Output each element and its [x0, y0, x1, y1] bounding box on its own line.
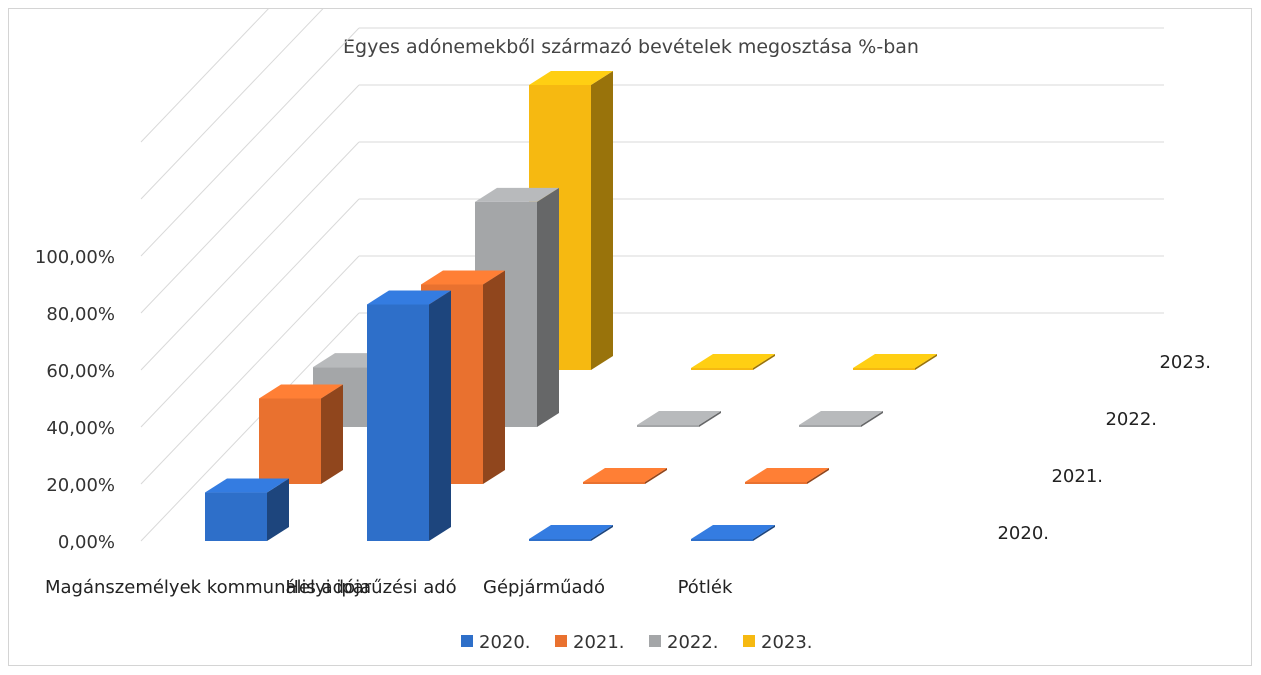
- category-label: Gépjárműadó: [483, 577, 605, 598]
- gridline-side: [140, 9, 269, 143]
- bar-front: [799, 425, 861, 427]
- bar-side: [483, 270, 505, 484]
- legend-swatch: [555, 635, 567, 647]
- bar-side: [267, 478, 289, 541]
- gridline-side: [140, 27, 360, 257]
- bar-top: [637, 411, 721, 425]
- bar-front: [745, 482, 807, 484]
- legend-item: 2022.: [649, 632, 719, 653]
- bar-front: [691, 368, 753, 370]
- y-tick-label: 40,00%: [46, 418, 115, 439]
- bar-front: [367, 304, 429, 541]
- bar-top: [529, 71, 613, 85]
- bar-top: [367, 290, 451, 305]
- legend-swatch: [461, 635, 473, 647]
- chart-title: Egyes adónemekből származó bevételek meg…: [343, 36, 919, 58]
- bar-side: [591, 71, 613, 370]
- bar-side: [753, 525, 775, 541]
- bar: [691, 354, 775, 370]
- bar: [853, 354, 937, 370]
- bar-top: [529, 525, 613, 539]
- depth-axis-labels: 2020. 2021. 2022. 2023.: [997, 352, 1211, 544]
- bar: [259, 384, 343, 484]
- bar-front: [853, 368, 915, 370]
- bar-top: [421, 270, 505, 285]
- bar-top: [691, 354, 775, 368]
- bar-side: [915, 354, 937, 370]
- depth-label: 2021.: [1051, 466, 1103, 487]
- chart-svg: Egyes adónemekből származó bevételek meg…: [35, 9, 1211, 653]
- legend-label: 2023.: [761, 632, 813, 653]
- bar: [799, 411, 883, 427]
- bar-front: [583, 482, 645, 484]
- bar-top: [475, 187, 559, 202]
- bar-front: [205, 492, 267, 541]
- legend-item: 2020.: [461, 632, 531, 653]
- depth-label: 2023.: [1159, 352, 1211, 373]
- gridline-side: [140, 255, 360, 485]
- bars: [205, 71, 937, 541]
- bar-side: [699, 411, 721, 427]
- legend-swatch: [649, 635, 661, 647]
- bar-top: [691, 525, 775, 539]
- bar-side: [591, 525, 613, 541]
- bar-side: [429, 290, 451, 541]
- legend-label: 2021.: [573, 632, 625, 653]
- bar-side: [537, 187, 559, 427]
- legend-item: 2021.: [555, 632, 625, 653]
- bar: [637, 411, 721, 427]
- depth-label: 2020.: [997, 523, 1049, 544]
- bar-side: [807, 468, 829, 484]
- bar-side: [861, 411, 883, 427]
- y-axis-ticks: 0,00% 20,00% 40,00% 60,00% 80,00% 100,00%: [35, 247, 115, 553]
- y-tick-label: 100,00%: [35, 247, 115, 268]
- bar: [529, 525, 613, 541]
- bar-top: [745, 468, 829, 482]
- bar: [205, 478, 289, 541]
- legend-label: 2020.: [479, 632, 531, 653]
- bar: [367, 290, 451, 541]
- bar: [583, 468, 667, 484]
- bar-front: [259, 398, 321, 484]
- chart-frame: Egyes adónemekből származó bevételek meg…: [8, 8, 1252, 666]
- y-tick-label: 0,00%: [58, 532, 115, 553]
- gridline-side: [140, 312, 360, 542]
- category-label: Magánszemélyek kommunális adója: [45, 577, 371, 598]
- category-label: Pótlék: [678, 577, 733, 598]
- y-tick-label: 80,00%: [46, 304, 115, 325]
- bar: [691, 525, 775, 541]
- gridline-side: [140, 141, 360, 371]
- bar-top: [799, 411, 883, 425]
- legend-label: 2022.: [667, 632, 719, 653]
- bar-front: [691, 539, 753, 541]
- bar-top: [259, 384, 343, 399]
- y-tick-label: 60,00%: [46, 361, 115, 382]
- gridline-side: [140, 84, 360, 314]
- bar-top: [853, 354, 937, 368]
- bar: [745, 468, 829, 484]
- legend: 2020. 2021. 2022. 2023.: [461, 632, 813, 653]
- bar-front: [637, 425, 699, 427]
- gridline-side: [140, 198, 360, 428]
- bar-front: [529, 539, 591, 541]
- legend-item: 2023.: [743, 632, 813, 653]
- depth-label: 2022.: [1105, 409, 1157, 430]
- bar-side: [753, 354, 775, 370]
- gridline-side: [140, 9, 324, 200]
- bar-top: [583, 468, 667, 482]
- y-tick-label: 20,00%: [46, 475, 115, 496]
- bar-top: [205, 478, 289, 493]
- legend-swatch: [743, 635, 755, 647]
- category-label: Helyi iparűzési adó: [285, 577, 456, 598]
- bar-side: [321, 384, 343, 484]
- bar-side: [645, 468, 667, 484]
